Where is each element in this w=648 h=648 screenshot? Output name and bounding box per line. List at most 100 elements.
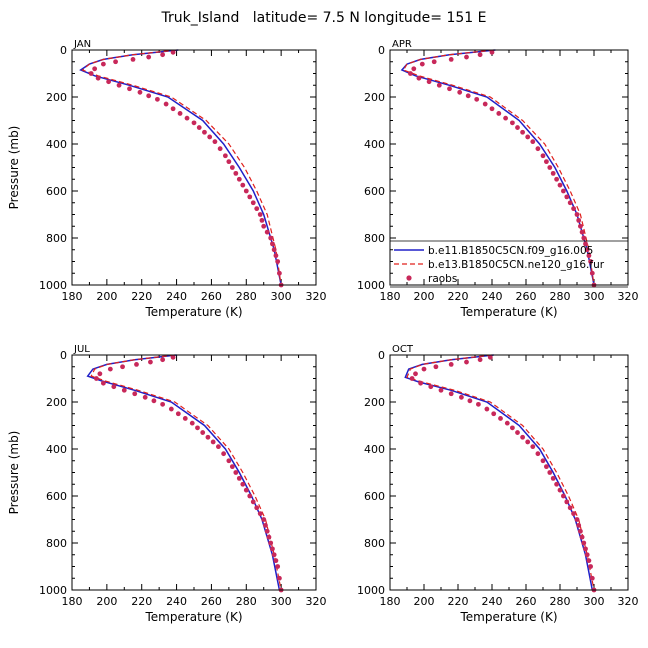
panel-jan-xtick-label: 180 [62, 290, 83, 303]
panel-jan-raobs-point [88, 71, 94, 76]
panel-oct-xtick-label: 320 [618, 595, 639, 608]
panel-jan-frame [71, 49, 317, 286]
panel-jan-raobs-point [229, 165, 235, 170]
panel-oct-raobs-point [413, 371, 418, 377]
panel-jul-frame [71, 354, 317, 591]
panel-jul-raobs-point [189, 420, 195, 426]
panel-jul-raobs-point [100, 380, 106, 386]
panel-oct-raobs-point [421, 366, 427, 372]
panel-apr-xtick-label: 240 [482, 290, 503, 303]
panel-oct-raobs-point [510, 425, 515, 431]
panel-jul-raobs-point [120, 364, 125, 370]
panel-apr-raobs-point [586, 253, 592, 259]
panel-jan-model2-line [81, 49, 282, 286]
panel-oct-raobs-point [476, 401, 481, 407]
panel-oct-raobs-point [438, 387, 444, 393]
panel-jul-raobs-point [107, 366, 113, 372]
panel-oct-raobs-point [589, 575, 595, 581]
panel-jul-raobs-point [271, 552, 277, 558]
panel-oct-raobs-point [544, 464, 549, 470]
legend-entry-label: b.e13.B1850C5CN.ne120_g16.fur [428, 259, 605, 271]
panel-jan-ytick-label: 400 [46, 138, 67, 151]
panel-oct-raobs-point [571, 511, 576, 517]
panel-oct-raobs-point [557, 487, 563, 493]
panel-apr-raobs-point [465, 93, 471, 99]
panel-apr-xtick-label: 280 [550, 290, 571, 303]
panel-apr-xtick-label: 300 [584, 290, 605, 303]
panels-group: 180 200 220 240 260 280 300 320 0 200 400 600 800 100… [7, 39, 639, 624]
panel-apr-raobs-point [520, 129, 525, 135]
panel-apr-raobs-point [489, 49, 495, 55]
panel-apr-model2-line [402, 49, 595, 286]
panel-jul-raobs-point [151, 398, 157, 404]
panel-jul-raobs-point [273, 558, 279, 564]
panel-oct-raobs-point [554, 481, 559, 487]
panel-oct-raobs-point [574, 517, 580, 522]
panel-oct-raobs-point [540, 458, 546, 464]
panel-apr-raobs-point [584, 247, 590, 253]
panel-jul-raobs-point [236, 475, 242, 481]
panel-oct-raobs-point [498, 416, 503, 421]
panel-jan-raobs-point [264, 229, 270, 235]
panel-apr-ytick-label: 1000 [357, 279, 385, 292]
panel-apr-raobs-point [408, 71, 413, 76]
panel-jul-raobs-point [261, 517, 267, 522]
panel-jan-month-label: JAN [73, 39, 91, 50]
panel-jan-raobs-point [95, 75, 101, 81]
panel-oct-raobs-point [433, 364, 439, 370]
panel-apr-raobs-point [574, 212, 580, 217]
panel-apr-ytick-label: 200 [364, 91, 385, 104]
panel-apr-raobs-point [567, 200, 573, 206]
panel-jan: 180 200 220 240 260 280 300 320 0 200 400 600 800 100… [7, 39, 327, 319]
panel-oct-raobs-point [583, 546, 588, 552]
panel-jul-ytick-label: 200 [46, 396, 67, 409]
panel-apr-ytick-label: 0 [378, 44, 385, 57]
panel-apr-raobs-point [535, 146, 541, 152]
panel-apr-xtick-label: 320 [618, 290, 639, 303]
panel-oct-raobs-point [459, 394, 464, 400]
panel-oct-month-label: OCT [392, 344, 414, 355]
panel-jul-raobs-point [121, 387, 127, 393]
panel-jan-raobs-point [222, 153, 228, 159]
panel-oct-raobs-point [520, 434, 525, 440]
panel-oct-raobs-point [467, 398, 473, 404]
panel-oct-raobs-point [491, 411, 497, 417]
panel-apr-raobs-point [561, 188, 566, 194]
panel-jan-raobs-point [191, 120, 197, 126]
panel-jan-raobs-point [184, 115, 190, 121]
panel-oct-model1-line [404, 354, 594, 591]
panel-oct-raobs-point [581, 540, 587, 546]
panel-apr-raobs-point [525, 134, 531, 140]
panel-jan-raobs-point [116, 82, 122, 88]
panel-jul-raobs-point [226, 458, 232, 464]
panel-jul-raobs-point [216, 444, 221, 450]
panel-jul-model2-line [90, 354, 282, 591]
panel-jul-xtick-label: 260 [201, 595, 222, 608]
panel-apr-frame [389, 49, 629, 286]
panel-jul-raobs-point [210, 439, 216, 445]
panel-jan-raobs-point [127, 86, 132, 92]
legend-entry-label: raobs [428, 273, 457, 285]
panel-apr-raobs-point [578, 223, 583, 229]
panel-jul-raobs-point [221, 451, 227, 457]
panel-jan-raobs-point [146, 93, 152, 99]
panel-oct-xtick-label: 220 [448, 595, 469, 608]
panel-jan-raobs-point [233, 170, 239, 176]
panel-jul-xtick-label: 240 [166, 595, 187, 608]
panel-oct-raobs-point [578, 528, 583, 534]
panel-apr-raobs-point [447, 86, 452, 92]
panel-apr-raobs-point [576, 217, 582, 223]
panel-jan-raobs-point [271, 247, 277, 253]
panel-jul-raobs-point [142, 394, 148, 400]
panel-apr-raobs-point [588, 259, 593, 264]
panel-jul-raobs-point [264, 528, 270, 534]
panel-jul-xtick-label: 220 [131, 595, 152, 608]
panel-jul-raobs-point [148, 359, 153, 365]
panel-apr-raobs-point [464, 54, 469, 60]
figure-title: Truk_Island latitude= 7.5 N longitude= 1… [161, 10, 487, 26]
panel-apr-raobs-point [589, 270, 595, 276]
panel-oct-ytick-label: 400 [364, 443, 385, 456]
panel-oct-raobs-point [588, 564, 593, 569]
panel-apr-xtick-label: 260 [516, 290, 537, 303]
panel-jan-xtick-label: 260 [201, 290, 222, 303]
